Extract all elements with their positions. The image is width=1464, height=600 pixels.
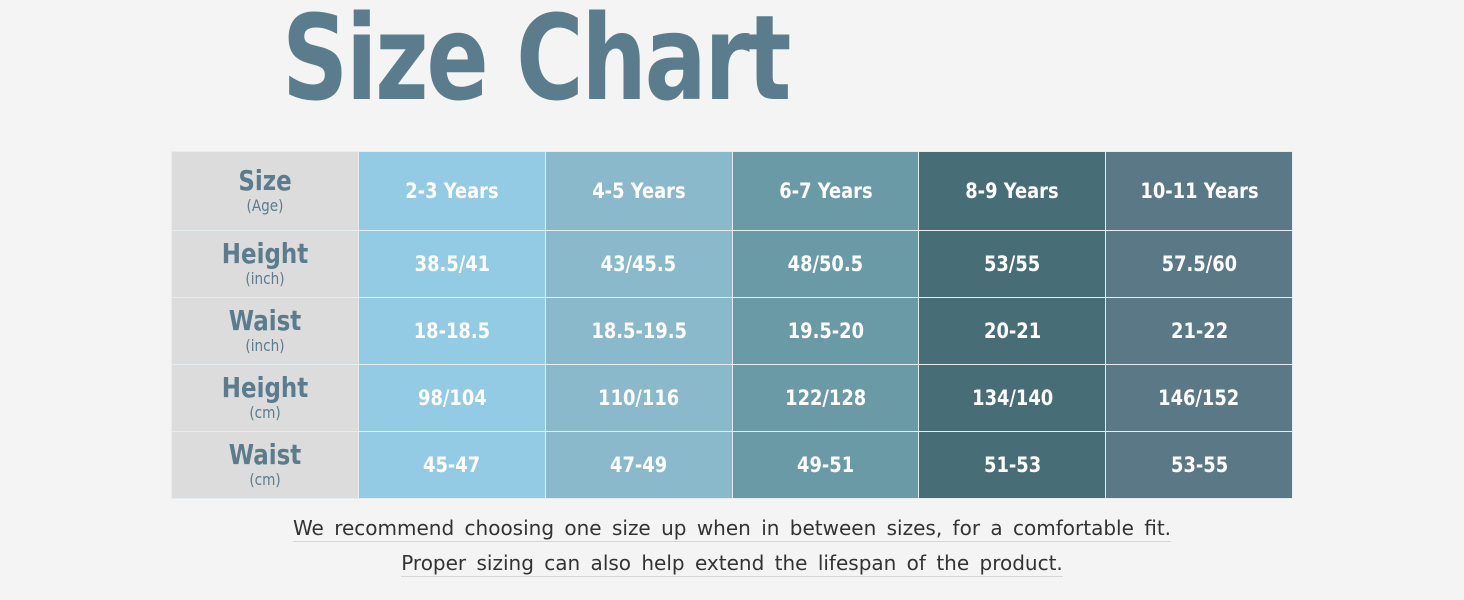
row-header-unit: (inch) (245, 269, 285, 288)
row-header-label: Height (221, 371, 309, 404)
row-header-label: Height (221, 237, 309, 270)
table-cell: 19.5-20 (731, 297, 920, 365)
row-header: Height (cm) (171, 364, 359, 432)
table-cell: 49-51 (731, 431, 920, 499)
table-cell: 51-53 (918, 431, 1107, 499)
table-cell: 122/128 (731, 364, 920, 432)
table-cell: 110/116 (544, 364, 733, 432)
table-row-height-cm: Height (cm) 98/104 110/116 122/128 134/1… (171, 364, 1293, 432)
table-row-waist-cm: Waist (cm) 45-47 47-49 49-51 51-53 53-55 (171, 431, 1293, 499)
column-header-4-5-years: 4-5 Years (544, 151, 733, 231)
table-cell: 48/50.5 (731, 230, 920, 298)
table-cell: 18-18.5 (358, 297, 546, 365)
table-cell: 45-47 (358, 431, 546, 499)
table-cell: 134/140 (918, 364, 1107, 432)
column-header-6-7-years: 6-7 Years (731, 151, 920, 231)
table-cell: 98/104 (358, 364, 546, 432)
row-header-label: Waist (228, 304, 302, 337)
table-cell: 57.5/60 (1105, 230, 1293, 298)
table-cell: 18.5-19.5 (544, 297, 733, 365)
table-cell: 53/55 (918, 230, 1107, 298)
table-cell: 146/152 (1105, 364, 1293, 432)
row-header: Waist (inch) (171, 297, 359, 365)
sizing-note: We recommend choosing one size up when i… (292, 516, 1172, 542)
table-cell: 38.5/41 (358, 230, 546, 298)
row-header-label: Size (238, 164, 292, 197)
page-title: Size Chart (282, 0, 791, 127)
column-header-8-9-years: 8-9 Years (918, 151, 1107, 231)
column-header-2-3-years: 2-3 Years (358, 151, 546, 231)
row-header-label: Waist (228, 438, 302, 471)
sizing-note: Proper sizing can also help extend the l… (401, 551, 1063, 577)
row-header-unit: (Age) (246, 196, 284, 215)
table-cell: 20-21 (918, 297, 1107, 365)
table-header-row: Size (Age) 2-3 Years 4-5 Years 6-7 Years… (171, 151, 1293, 231)
row-header: Waist (cm) (171, 431, 359, 499)
table-cell: 21-22 (1105, 297, 1293, 365)
table-row-height-inch: Height (inch) 38.5/41 43/45.5 48/50.5 53… (171, 230, 1293, 298)
row-header: Height (inch) (171, 230, 359, 298)
table-cell: 53-55 (1105, 431, 1293, 499)
size-chart-table: Size (Age) 2-3 Years 4-5 Years 6-7 Years… (171, 151, 1293, 499)
table-cell: 47-49 (544, 431, 733, 499)
table-row-waist-inch: Waist (inch) 18-18.5 18.5-19.5 19.5-20 2… (171, 297, 1293, 365)
row-header-unit: (inch) (245, 336, 285, 355)
table-cell: 43/45.5 (544, 230, 733, 298)
row-header-unit: (cm) (249, 470, 281, 489)
corner-cell: Size (Age) (171, 151, 359, 231)
column-header-10-11-years: 10-11 Years (1105, 151, 1293, 231)
row-header-unit: (cm) (249, 403, 281, 422)
